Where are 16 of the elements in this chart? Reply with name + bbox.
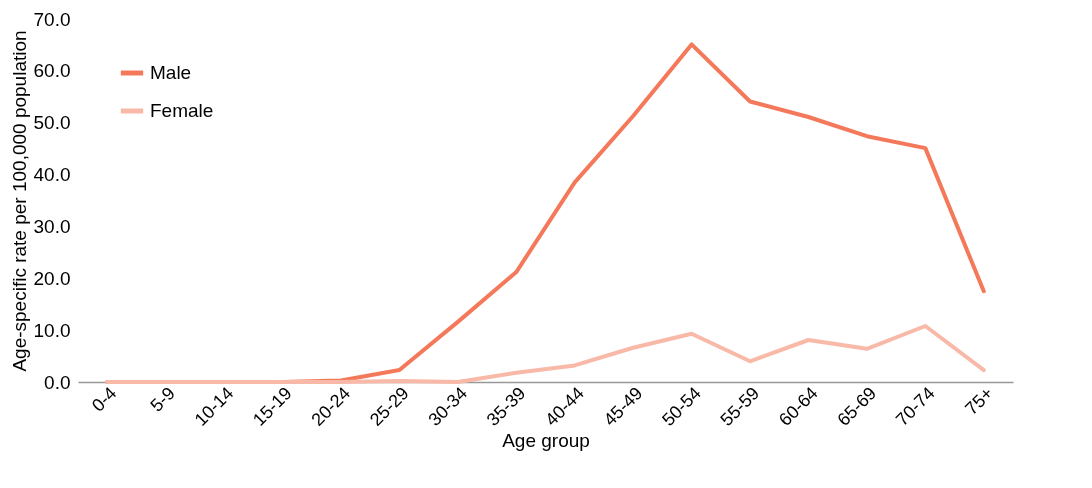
legend-label: Male bbox=[150, 62, 192, 83]
x-tick-label: 0-4 bbox=[87, 383, 121, 416]
y-tick-label: 40.0 bbox=[33, 164, 71, 186]
y-tick-label: 10.0 bbox=[33, 319, 71, 341]
line-series bbox=[105, 323, 986, 384]
x-tick-label: 75+ bbox=[961, 383, 998, 419]
y-tick-label: 30.0 bbox=[33, 215, 71, 237]
y-tick-label: 70.0 bbox=[33, 8, 71, 30]
x-axis-title: Age group bbox=[502, 429, 590, 451]
y-tick-label: 0.0 bbox=[44, 371, 71, 393]
y-tick-label: 20.0 bbox=[33, 267, 71, 289]
y-axis-title: Age-specific rate per 100,000 population bbox=[8, 30, 30, 372]
y-tick-label: 60.0 bbox=[33, 60, 71, 82]
x-tick-label: 5-9 bbox=[146, 383, 179, 416]
y-tick-label: 50.0 bbox=[33, 112, 71, 134]
legend-label: Female bbox=[150, 100, 214, 121]
